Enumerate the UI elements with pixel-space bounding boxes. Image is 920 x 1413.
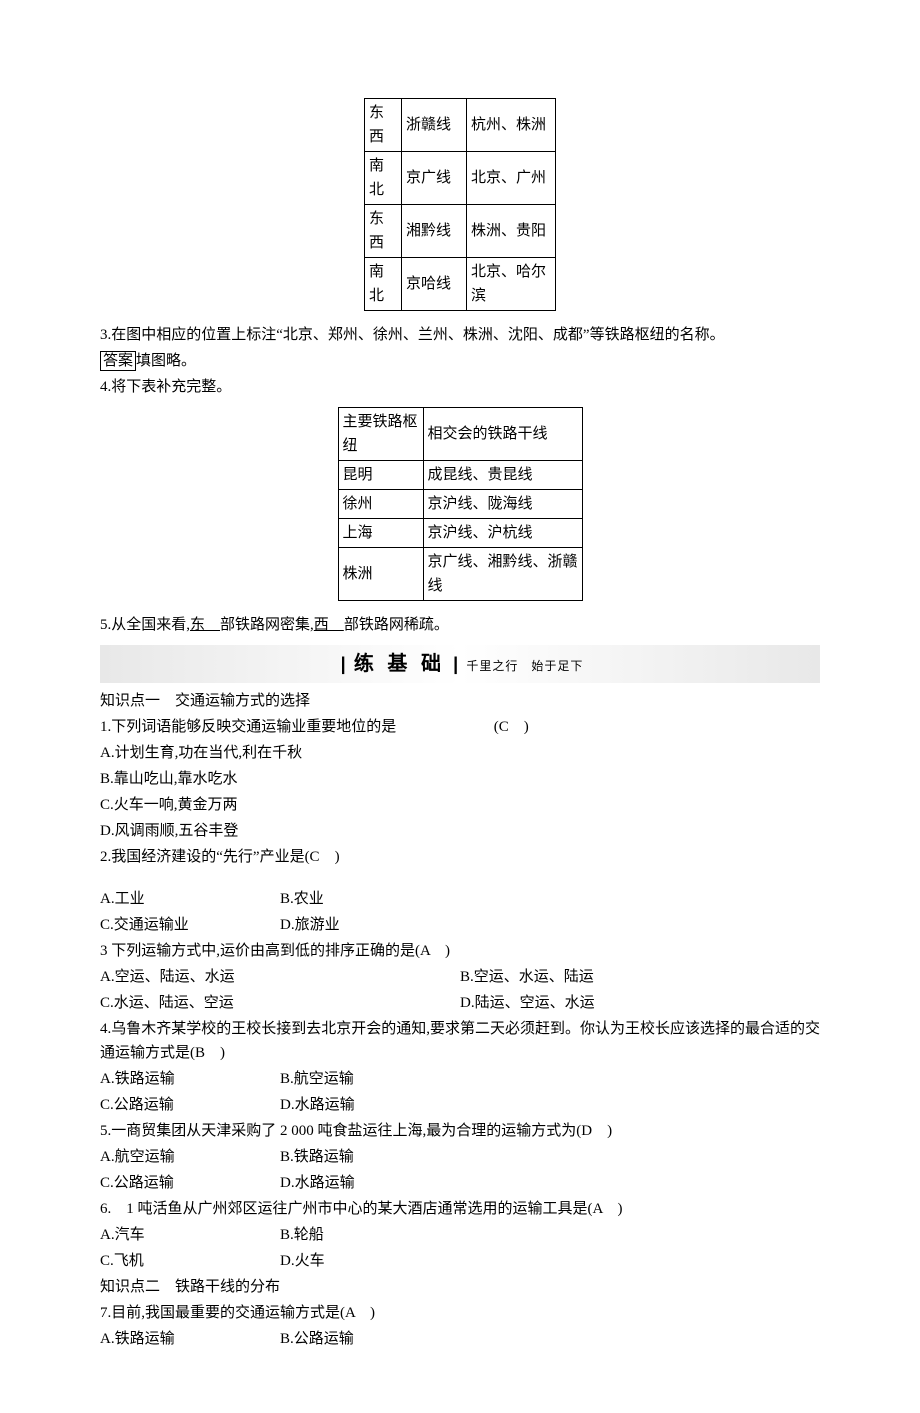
table-row: 南北 京哈线 北京、哈尔滨 — [365, 258, 556, 311]
header-hub: 主要铁路枢纽 — [338, 408, 423, 461]
cell-direction: 南北 — [365, 152, 402, 205]
question-5: 5.从全国来看,东 部铁路网密集,西 部铁路网稀疏。 — [100, 613, 820, 637]
table-row: 南北 京广线 北京、广州 — [365, 152, 556, 205]
banner-sub: 千里之行 始于足下 — [466, 659, 583, 673]
mc6-opt-c: C.飞机 — [100, 1249, 280, 1273]
mc6-opt-a: A.汽车 — [100, 1223, 280, 1247]
cell-lines: 成昆线、贵昆线 — [423, 461, 582, 490]
mc1-stem-text: 1.下列词语能够反映交通运输业重要地位的是 — [100, 719, 396, 735]
table-row: 上海 京沪线、沪杭线 — [338, 519, 582, 548]
cell-hub: 上海 — [338, 519, 423, 548]
section-banner-practice: | 练 基 础 | 千里之行 始于足下 — [100, 645, 820, 683]
mc3-opts-row1: A.空运、陆运、水运 B.空运、水运、陆运 — [100, 965, 820, 989]
question-3: 3.在图中相应的位置上标注“北京、郑州、徐州、兰州、株洲、沈阳、成都”等铁路枢纽… — [100, 323, 820, 347]
mc6-stem: 6. 1 吨活鱼从广州郊区运往广州市中心的某大酒店通常选用的运输工具是(A ) — [100, 1197, 820, 1221]
mc3-opt-a: A.空运、陆运、水运 — [100, 965, 460, 989]
knowledge-point-2: 知识点二 铁路干线的分布 — [100, 1275, 820, 1299]
mc5-opt-b: B.铁路运输 — [280, 1145, 460, 1169]
header-lines: 相交会的铁路干线 — [423, 408, 582, 461]
question-4: 4.将下表补充完整。 — [100, 375, 820, 399]
answer-label-box: 答案 — [100, 351, 136, 371]
mc1-answer: (C ) — [494, 719, 529, 735]
cell-cities: 杭州、株洲 — [467, 99, 556, 152]
q5-blank-1: 东 — [190, 617, 220, 633]
table-header-row: 主要铁路枢纽 相交会的铁路干线 — [338, 408, 582, 461]
mc4-opt-c: C.公路运输 — [100, 1093, 280, 1117]
mc1-stem: 1.下列词语能够反映交通运输业重要地位的是 (C ) — [100, 715, 820, 739]
cell-hub: 徐州 — [338, 490, 423, 519]
banner-sep-right: | — [453, 654, 458, 674]
mc7-stem: 7.目前,我国最重要的交通运输方式是(A ) — [100, 1301, 820, 1325]
mc1-opt-b: B.靠山吃山,靠水吃水 — [100, 767, 820, 791]
mc2-stem: 2.我国经济建设的“先行”产业是(C ) — [100, 845, 820, 869]
mc4-opt-d: D.水路运输 — [280, 1093, 460, 1117]
table-row: 徐州 京沪线、陇海线 — [338, 490, 582, 519]
mc1-opt-a: A.计划生育,功在当代,利在千秋 — [100, 741, 820, 765]
cell-cities: 北京、哈尔滨 — [467, 258, 556, 311]
cell-line: 京哈线 — [402, 258, 467, 311]
mc2-opt-c: C.交通运输业 — [100, 913, 280, 937]
table-row: 东西 湘黔线 株洲、贵阳 — [365, 205, 556, 258]
table-row: 株洲 京广线、湘黔线、浙赣线 — [338, 548, 582, 601]
cell-lines: 京沪线、陇海线 — [423, 490, 582, 519]
cell-lines: 京广线、湘黔线、浙赣线 — [423, 548, 582, 601]
mc5-opts-row2: C.公路运输 D.水路运输 — [100, 1171, 820, 1195]
q5-post: 部铁路网稀疏。 — [344, 617, 449, 633]
mc1-opt-d: D.风调雨顺,五谷丰登 — [100, 819, 820, 843]
knowledge-point-1: 知识点一 交通运输方式的选择 — [100, 689, 820, 713]
spacer — [100, 871, 820, 885]
mc2-opt-a: A.工业 — [100, 887, 280, 911]
mc5-opt-c: C.公路运输 — [100, 1171, 280, 1195]
mc3-opt-b: B.空运、水运、陆运 — [460, 965, 820, 989]
railway-direction-table: 东西 浙赣线 杭州、株洲 南北 京广线 北京、广州 东西 湘黔线 株洲、贵阳 南… — [364, 98, 556, 311]
mc4-stem: 4.乌鲁木齐某学校的王校长接到去北京开会的通知,要求第二天必须赶到。你认为王校长… — [100, 1017, 820, 1065]
cell-cities: 株洲、贵阳 — [467, 205, 556, 258]
mc7-opts-row1: A.铁路运输 B.公路运输 — [100, 1327, 820, 1351]
mc4-opt-b: B.航空运输 — [280, 1067, 460, 1091]
mc4-opt-a: A.铁路运输 — [100, 1067, 280, 1091]
mc1-opt-c: C.火车一响,黄金万两 — [100, 793, 820, 817]
mc2-opts-row2: C.交通运输业 D.旅游业 — [100, 913, 820, 937]
mc3-opt-d: D.陆运、空运、水运 — [460, 991, 820, 1015]
mc7-opt-a: A.铁路运输 — [100, 1327, 280, 1351]
q5-mid: 部铁路网密集, — [220, 617, 314, 633]
mc2-opt-d: D.旅游业 — [280, 913, 460, 937]
mc5-stem: 5.一商贸集团从天津采购了 2 000 吨食盐运往上海,最为合理的运输方式为(D… — [100, 1119, 820, 1143]
mc6-opts-row2: C.飞机 D.火车 — [100, 1249, 820, 1273]
mc3-stem: 3 下列运输方式中,运价由高到低的排序正确的是(A ) — [100, 939, 820, 963]
mc6-opts-row1: A.汽车 B.轮船 — [100, 1223, 820, 1247]
cell-cities: 北京、广州 — [467, 152, 556, 205]
answer-text: 填图略。 — [136, 353, 196, 369]
banner-sep-left: | — [341, 654, 346, 674]
cell-direction: 东西 — [365, 99, 402, 152]
mc2-opts-row1: A.工业 B.农业 — [100, 887, 820, 911]
question-3-answer: 答案填图略。 — [100, 349, 820, 373]
table-row: 东西 浙赣线 杭州、株洲 — [365, 99, 556, 152]
railway-hub-table: 主要铁路枢纽 相交会的铁路干线 昆明 成昆线、贵昆线 徐州 京沪线、陇海线 上海… — [338, 407, 583, 601]
mc5-opt-d: D.水路运输 — [280, 1171, 460, 1195]
cell-line: 湘黔线 — [402, 205, 467, 258]
banner-main: 练 基 础 — [354, 653, 445, 675]
mc3-opt-c: C.水运、陆运、空运 — [100, 991, 460, 1015]
mc5-opt-a: A.航空运输 — [100, 1145, 280, 1169]
mc4-opts-row2: C.公路运输 D.水路运输 — [100, 1093, 820, 1117]
q5-pre: 5.从全国来看, — [100, 617, 190, 633]
cell-line: 京广线 — [402, 152, 467, 205]
mc5-opts-row1: A.航空运输 B.铁路运输 — [100, 1145, 820, 1169]
table-row: 昆明 成昆线、贵昆线 — [338, 461, 582, 490]
cell-direction: 南北 — [365, 258, 402, 311]
cell-line: 浙赣线 — [402, 99, 467, 152]
mc2-opt-b: B.农业 — [280, 887, 460, 911]
mc3-opts-row2: C.水运、陆运、空运 D.陆运、空运、水运 — [100, 991, 820, 1015]
cell-hub: 昆明 — [338, 461, 423, 490]
cell-lines: 京沪线、沪杭线 — [423, 519, 582, 548]
mc4-opts-row1: A.铁路运输 B.航空运输 — [100, 1067, 820, 1091]
mc7-opt-b: B.公路运输 — [280, 1327, 460, 1351]
mc6-opt-b: B.轮船 — [280, 1223, 460, 1247]
q5-blank-2: 西 — [314, 617, 344, 633]
cell-hub: 株洲 — [338, 548, 423, 601]
cell-direction: 东西 — [365, 205, 402, 258]
mc6-opt-d: D.火车 — [280, 1249, 460, 1273]
